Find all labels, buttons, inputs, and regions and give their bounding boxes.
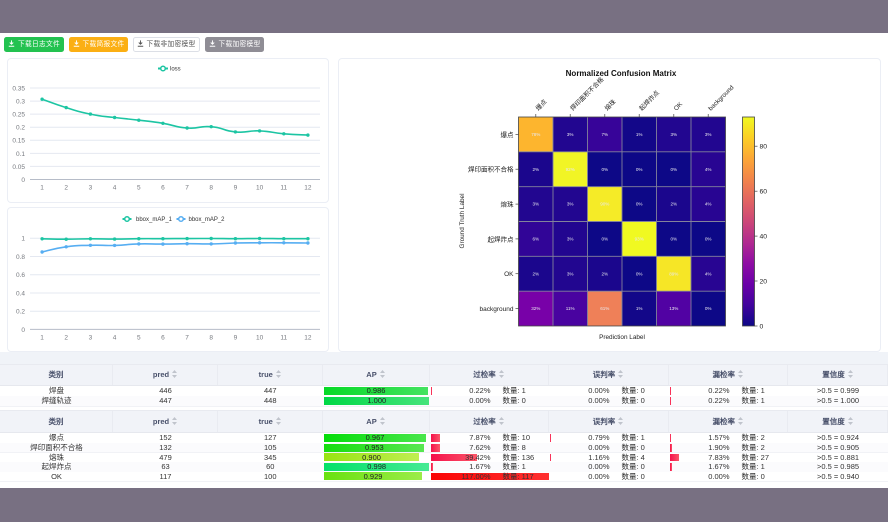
svg-text:3%: 3% xyxy=(704,132,711,137)
svg-text:3%: 3% xyxy=(670,132,677,137)
svg-text:0%: 0% xyxy=(704,237,711,242)
svg-text:1: 1 xyxy=(40,185,44,192)
svg-text:0: 0 xyxy=(21,327,25,334)
svg-text:7: 7 xyxy=(185,334,189,341)
svg-text:background: background xyxy=(707,84,736,113)
svg-text:32%: 32% xyxy=(531,306,540,311)
svg-text:90%: 90% xyxy=(600,202,609,207)
svg-text:6: 6 xyxy=(161,334,165,341)
svg-text:89%: 89% xyxy=(669,271,678,276)
svg-text:3%: 3% xyxy=(566,271,573,276)
svg-text:0.3: 0.3 xyxy=(16,99,25,106)
svg-text:OK: OK xyxy=(672,100,684,112)
svg-text:Ground Truth Label: Ground Truth Label xyxy=(459,193,466,248)
svg-text:0%: 0% xyxy=(601,167,608,172)
svg-text:40: 40 xyxy=(759,234,767,241)
svg-text:Normalized Confusion Matrix: Normalized Confusion Matrix xyxy=(565,69,676,78)
svg-text:bbox_mAP_2: bbox_mAP_2 xyxy=(189,217,226,223)
svg-text:0%: 0% xyxy=(601,237,608,242)
svg-text:loss: loss xyxy=(170,67,181,73)
svg-text:5: 5 xyxy=(137,185,141,192)
svg-text:11: 11 xyxy=(280,334,287,341)
svg-text:13%: 13% xyxy=(669,306,678,311)
svg-text:10: 10 xyxy=(256,334,264,341)
svg-text:4: 4 xyxy=(113,185,117,192)
svg-text:7%: 7% xyxy=(601,132,608,137)
svg-text:3%: 3% xyxy=(566,237,573,242)
svg-text:0%: 0% xyxy=(670,237,677,242)
svg-text:9: 9 xyxy=(234,185,238,192)
svg-text:0.2: 0.2 xyxy=(16,125,25,132)
svg-text:3%: 3% xyxy=(566,202,573,207)
svg-text:2%: 2% xyxy=(532,271,539,276)
svg-text:2%: 2% xyxy=(670,202,677,207)
svg-text:10: 10 xyxy=(256,185,264,192)
svg-text:爆点: 爆点 xyxy=(533,97,548,112)
svg-text:4%: 4% xyxy=(704,167,711,172)
svg-text:熔珠: 熔珠 xyxy=(602,97,618,113)
svg-text:1: 1 xyxy=(21,236,25,243)
svg-text:5: 5 xyxy=(137,334,141,341)
svg-text:61%: 61% xyxy=(600,306,609,311)
svg-text:3%: 3% xyxy=(566,132,573,137)
svg-text:9: 9 xyxy=(234,334,238,341)
svg-text:12: 12 xyxy=(304,185,312,192)
svg-text:0: 0 xyxy=(759,323,763,330)
svg-text:0.4: 0.4 xyxy=(16,290,25,297)
svg-text:0.05: 0.05 xyxy=(12,164,25,171)
svg-text:1%: 1% xyxy=(635,132,642,137)
svg-text:11%: 11% xyxy=(565,306,574,311)
svg-text:0%: 0% xyxy=(635,202,642,207)
svg-text:4: 4 xyxy=(113,334,117,341)
svg-text:OK: OK xyxy=(504,271,514,278)
svg-text:6: 6 xyxy=(161,185,165,192)
svg-text:60: 60 xyxy=(759,189,767,196)
svg-text:Prediction Label: Prediction Label xyxy=(599,334,645,341)
svg-text:0.6: 0.6 xyxy=(16,272,25,279)
svg-text:0.1: 0.1 xyxy=(16,151,25,158)
svg-text:4%: 4% xyxy=(704,202,711,207)
svg-text:78%: 78% xyxy=(531,132,540,137)
svg-text:6%: 6% xyxy=(532,237,539,242)
svg-text:8: 8 xyxy=(209,334,213,341)
svg-text:93%: 93% xyxy=(634,237,643,242)
svg-text:2%: 2% xyxy=(532,167,539,172)
svg-text:0: 0 xyxy=(21,177,25,184)
svg-text:焊印面积不合格: 焊印面积不合格 xyxy=(468,165,514,174)
svg-text:7: 7 xyxy=(185,185,189,192)
svg-text:爆点: 爆点 xyxy=(500,130,514,139)
svg-text:起焊炸点: 起焊炸点 xyxy=(487,234,514,243)
svg-text:1%: 1% xyxy=(635,306,642,311)
svg-text:4%: 4% xyxy=(704,271,711,276)
svg-text:0%: 0% xyxy=(704,306,711,311)
svg-text:3: 3 xyxy=(89,334,93,341)
svg-text:0.8: 0.8 xyxy=(16,254,25,261)
svg-text:0%: 0% xyxy=(670,167,677,172)
svg-text:起焊炸点: 起焊炸点 xyxy=(636,88,660,112)
svg-text:2: 2 xyxy=(64,185,68,192)
svg-text:0.15: 0.15 xyxy=(12,138,25,145)
svg-text:焊印面积不合格: 焊印面积不合格 xyxy=(567,74,605,112)
svg-text:2: 2 xyxy=(64,334,68,341)
svg-text:2%: 2% xyxy=(601,271,608,276)
svg-text:20: 20 xyxy=(759,278,767,285)
svg-text:0%: 0% xyxy=(635,271,642,276)
svg-text:80: 80 xyxy=(759,144,767,151)
svg-text:3: 3 xyxy=(89,185,93,192)
svg-text:bbox_mAP_1: bbox_mAP_1 xyxy=(136,217,173,223)
svg-text:1: 1 xyxy=(40,334,44,341)
svg-text:0%: 0% xyxy=(635,167,642,172)
svg-text:3%: 3% xyxy=(532,202,539,207)
svg-text:background: background xyxy=(479,306,513,313)
svg-text:12: 12 xyxy=(304,334,312,341)
svg-text:11: 11 xyxy=(280,185,287,192)
svg-text:92%: 92% xyxy=(565,167,574,172)
svg-text:0.2: 0.2 xyxy=(16,309,25,316)
svg-text:0.25: 0.25 xyxy=(12,112,25,119)
svg-text:0.35: 0.35 xyxy=(12,85,25,92)
svg-text:8: 8 xyxy=(209,185,213,192)
svg-text:熔珠: 熔珠 xyxy=(500,200,514,209)
